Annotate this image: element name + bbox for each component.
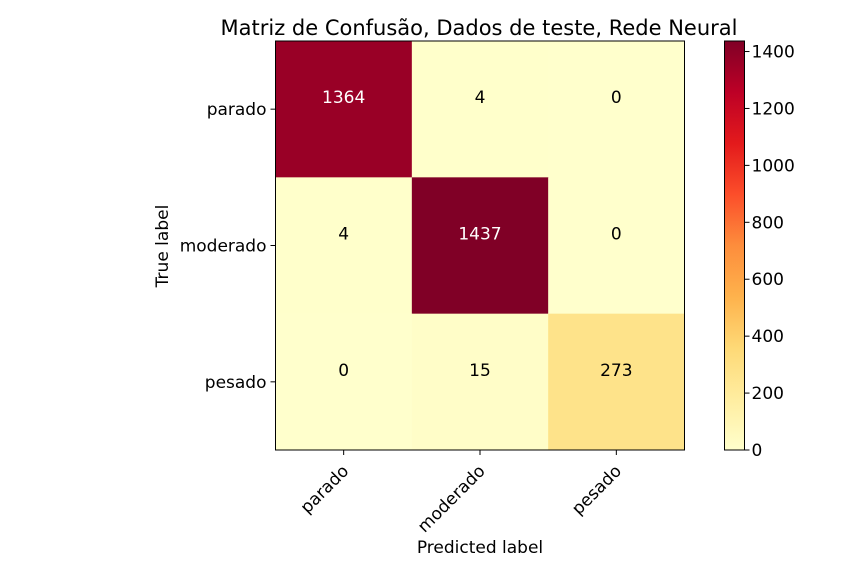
x-axis-ticks: parado moderado pesado	[297, 450, 626, 537]
x-tick-label: pesado	[568, 461, 626, 519]
cell-value-r2-c1: 15	[469, 361, 491, 381]
heatmap-cell-r0-c0	[275, 41, 413, 178]
heatmap-cell-r1-c2	[548, 177, 685, 315]
chart-title: Matriz de Confusão, Dados de teste, Rede…	[221, 16, 738, 40]
x-axis-label: Predicted label	[417, 538, 543, 558]
cell-value-r2-c0: 0	[338, 361, 349, 381]
heatmap-cell-r1-c0	[275, 177, 413, 315]
colorbar-tick-label: 1000	[752, 156, 795, 176]
cell-value-r1-c0: 4	[338, 225, 349, 245]
heatmap-cell-r0-c2	[548, 41, 685, 178]
heatmap-cell-r2-c1	[411, 313, 549, 451]
colorbar-tick-label: 1200	[752, 99, 795, 119]
x-tick-label: parado	[297, 461, 353, 517]
heatmap-cell-r2-c0	[275, 313, 413, 451]
colorbar-ticks: 0 200 400 600 800 1000 1200 1400	[744, 43, 795, 461]
heatmap-cells	[275, 41, 685, 451]
x-tick-label: moderado	[414, 461, 490, 537]
heatmap-cell-r0-c1	[411, 41, 549, 178]
y-axis-ticks: parado moderado pesado	[180, 100, 276, 393]
colorbar-tick-label: 800	[752, 213, 784, 233]
cell-value-r2-c2: 273	[600, 361, 632, 381]
colorbar-tick-label: 0	[752, 441, 763, 461]
colorbar-tick-label: 600	[752, 270, 784, 290]
y-axis-label: True label	[153, 205, 173, 289]
colorbar-tick-label: 1400	[752, 43, 795, 63]
colorbar	[724, 40, 745, 451]
y-tick-label: pesado	[205, 373, 267, 393]
cell-value-labels: 1364 4 0 4 1437 0 0 15 273	[322, 88, 633, 381]
y-tick-label: moderado	[180, 237, 267, 257]
y-tick-label: parado	[207, 100, 267, 120]
heatmap-cell-r2-c2	[548, 313, 685, 451]
cell-value-r0-c1: 4	[475, 88, 486, 108]
cell-value-r1-c2: 0	[611, 225, 622, 245]
heatmap-cell-r1-c1	[411, 177, 549, 315]
colorbar-tick-label: 400	[752, 327, 784, 347]
cell-value-r1-c1: 1437	[458, 225, 501, 245]
colorbar-tick-label: 200	[752, 384, 784, 404]
cell-value-r0-c0: 1364	[322, 88, 365, 108]
cell-value-r0-c2: 0	[611, 88, 622, 108]
